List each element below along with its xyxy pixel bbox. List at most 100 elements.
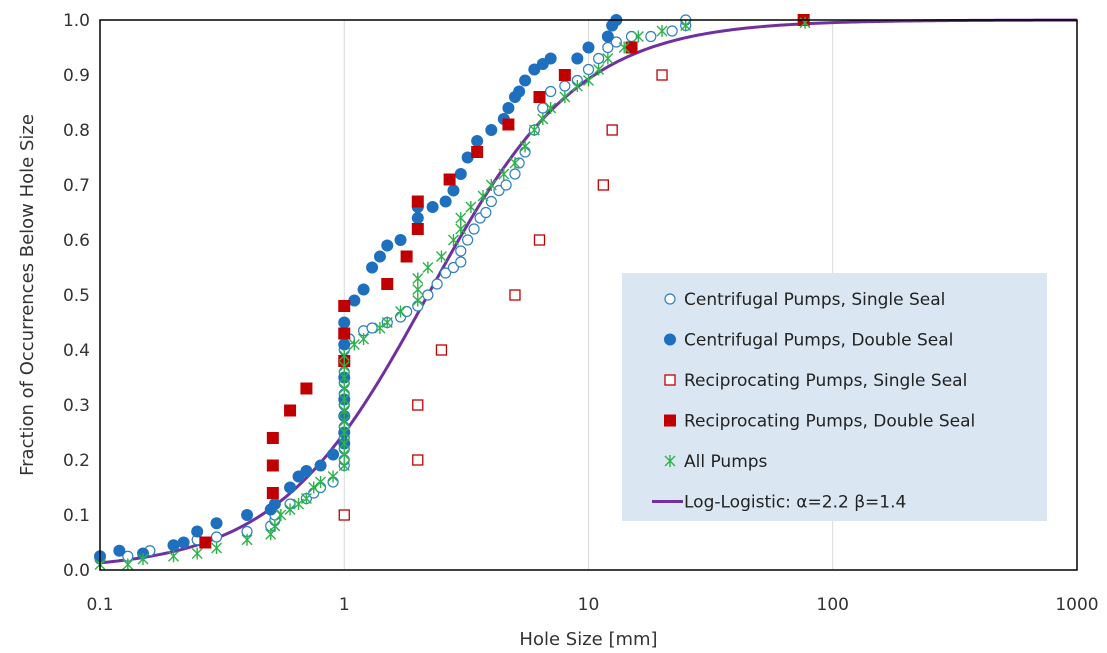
data-point <box>462 234 474 246</box>
data-point <box>314 459 327 472</box>
legend: Centrifugal Pumps, Single Seal Centrifuga… <box>622 273 1047 521</box>
data-point <box>601 30 614 43</box>
data-point <box>338 415 350 428</box>
data-point <box>284 481 297 494</box>
data-point <box>597 179 609 191</box>
data-point <box>509 168 521 180</box>
legend-label: Centrifugal Pumps, Single Seal <box>684 290 945 310</box>
y-tick-label: 0.1 <box>63 506 90 526</box>
data-point <box>412 283 424 296</box>
data-point <box>327 448 340 461</box>
data-point <box>533 234 546 246</box>
data-point <box>394 234 407 246</box>
data-point <box>533 91 546 103</box>
legend-items: Centrifugal Pumps, Single Seal Centrifuga… <box>652 290 975 513</box>
data-point <box>545 85 557 98</box>
legend-label: Reciprocating Pumps, Single Seal <box>684 371 967 391</box>
data-point <box>412 454 424 466</box>
data-point <box>338 300 351 312</box>
legend-label: All Pumps <box>684 452 768 472</box>
data-point <box>544 52 557 65</box>
data-point <box>275 509 287 521</box>
data-point <box>338 404 350 417</box>
data-point <box>401 305 413 318</box>
data-point <box>381 239 394 252</box>
data-point <box>373 250 386 263</box>
y-tick-label: 0.3 <box>63 396 90 416</box>
data-point <box>211 542 223 554</box>
series-4 <box>94 16 811 571</box>
data-point <box>268 498 281 510</box>
data-point <box>167 539 180 552</box>
data-point <box>559 80 571 92</box>
data-point <box>412 294 424 307</box>
legend-label: Reciprocating Pumps, Double Seal <box>684 412 975 432</box>
data-point <box>439 195 452 208</box>
data-point <box>593 52 605 65</box>
data-point <box>381 316 393 329</box>
data-point <box>366 322 378 334</box>
data-point <box>447 234 459 246</box>
data-point <box>509 289 521 301</box>
data-point <box>537 113 549 125</box>
data-point <box>571 52 584 65</box>
data-point <box>348 338 360 351</box>
data-point <box>269 520 281 532</box>
y-tick-label: 0.9 <box>63 66 90 86</box>
data-point <box>680 19 692 32</box>
data-point <box>500 179 512 191</box>
y-tick-label: 0.0 <box>63 561 90 581</box>
data-point <box>455 212 467 224</box>
data-point <box>645 30 657 43</box>
data-point <box>571 80 583 92</box>
data-point <box>381 278 394 290</box>
data-point <box>338 338 351 351</box>
data-point <box>266 459 279 472</box>
data-point <box>168 550 180 563</box>
data-points-layer <box>94 14 811 571</box>
legend-marker <box>664 455 676 467</box>
data-point <box>485 124 498 136</box>
data-point <box>455 245 467 257</box>
axes: 0.1 1 10 100 1000 0.0 0.1 0.2 0.3 0.4 0.5 0.6 0.7 0.8… <box>63 11 1099 615</box>
data-point <box>241 509 254 521</box>
data-point <box>632 30 644 43</box>
data-point <box>528 63 541 76</box>
x-tick-label: 0.1 <box>86 595 113 615</box>
data-point <box>411 223 424 235</box>
data-point <box>300 465 313 477</box>
y-tick-label: 0.4 <box>63 341 90 361</box>
legend-marker <box>664 374 676 386</box>
y-tick-label: 0.6 <box>63 231 90 251</box>
data-point <box>455 223 467 235</box>
data-point <box>513 85 526 98</box>
data-point <box>177 536 190 549</box>
data-point <box>447 184 460 197</box>
data-point <box>411 212 424 224</box>
data-point <box>284 404 297 417</box>
y-axis-title: Fraction of Occurrences Below Hole Size <box>17 114 38 476</box>
data-point <box>412 272 424 285</box>
data-point <box>338 327 351 340</box>
data-point <box>137 553 149 565</box>
data-point <box>422 289 434 301</box>
data-point <box>338 509 350 521</box>
data-point <box>308 481 320 494</box>
x-axis-title: Hole Size [mm] <box>519 629 657 650</box>
data-point <box>348 294 361 307</box>
legend-label: Log-Logistic: α=2.2 β=1.4 <box>684 493 906 513</box>
data-point <box>411 195 424 208</box>
data-point <box>366 261 379 274</box>
data-point <box>191 525 204 538</box>
data-point <box>122 558 134 571</box>
data-point <box>455 256 467 268</box>
legend-marker <box>664 293 676 305</box>
data-point <box>465 201 477 213</box>
data-point <box>485 179 497 191</box>
legend-label: Centrifugal Pumps, Double Seal <box>684 331 953 351</box>
data-point <box>625 41 638 54</box>
data-point <box>327 470 339 483</box>
data-point <box>461 151 474 164</box>
data-point <box>502 118 515 131</box>
